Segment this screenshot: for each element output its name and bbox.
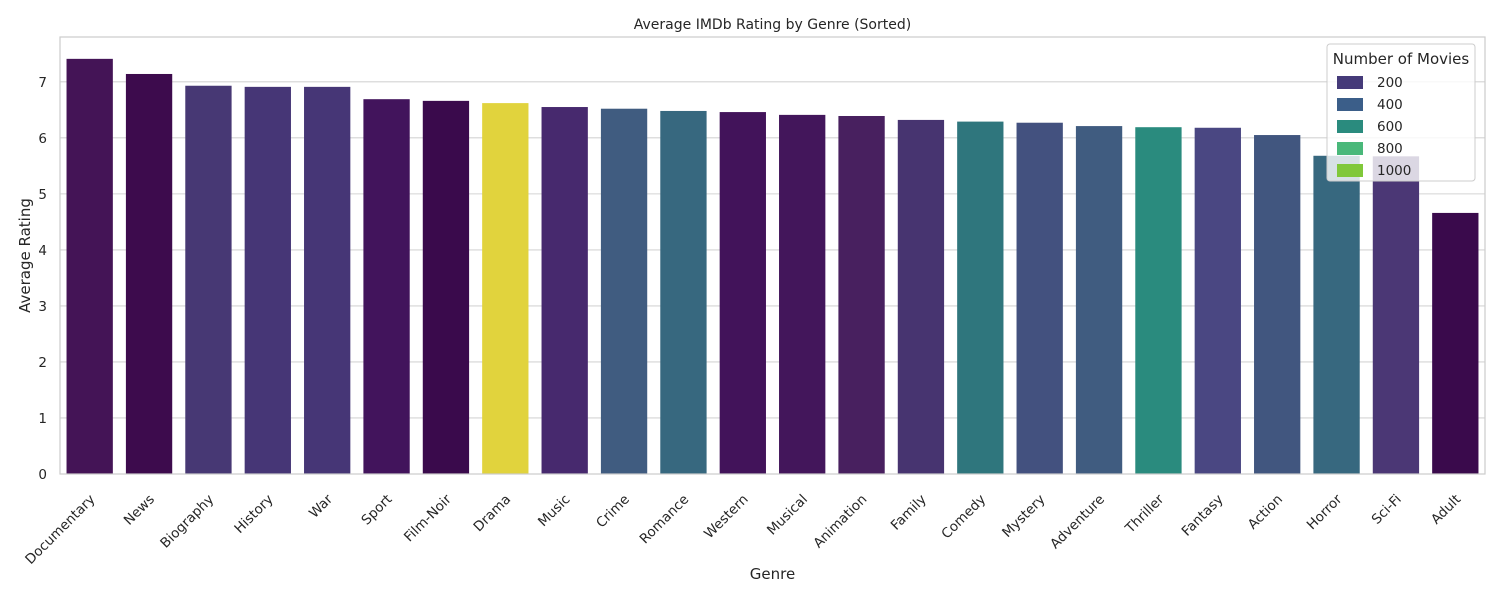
chart-title: Average IMDb Rating by Genre (Sorted) <box>634 17 911 33</box>
x-tick-label: Adventure <box>1047 492 1108 553</box>
legend-swatch <box>1337 120 1363 133</box>
legend-label: 200 <box>1377 75 1403 91</box>
bar <box>125 73 173 474</box>
legend-swatch <box>1337 98 1363 111</box>
x-tick-labels: Documentary News Biography History War Sport F… <box>22 491 1464 568</box>
plot-frame <box>59 36 1486 475</box>
x-tick-label: Crime <box>593 492 633 532</box>
y-tick-labels: 0 1 2 3 4 5 6 7 <box>38 75 47 483</box>
legend-swatch <box>1337 76 1363 89</box>
x-tick-label: Musical <box>764 492 811 539</box>
x-tick-label: Romance <box>637 492 693 548</box>
x-tick-label: Animation <box>810 492 870 552</box>
x-tick-label: Western <box>701 492 751 542</box>
y-tick-label: 4 <box>38 243 47 259</box>
legend-swatch <box>1337 142 1363 155</box>
bar <box>304 86 351 474</box>
bar <box>1432 212 1479 474</box>
bars <box>66 58 1479 475</box>
x-tick-label: Family <box>888 492 930 534</box>
bar <box>1313 155 1360 474</box>
y-tick-label: 3 <box>38 299 47 315</box>
bar <box>600 108 648 474</box>
bar <box>660 110 707 474</box>
x-tick-label: Documentary <box>22 492 98 568</box>
x-tick-label: Comedy <box>938 492 989 543</box>
x-tick-label: Music <box>535 492 573 530</box>
y-tick-label: 5 <box>38 187 47 203</box>
x-tick-label: History <box>231 492 276 537</box>
legend-label: 1000 <box>1377 163 1411 179</box>
legend-swatch <box>1337 164 1363 177</box>
gridlines <box>60 81 1485 475</box>
y-tick-label: 0 <box>38 467 47 483</box>
y-tick-label: 6 <box>38 131 47 147</box>
bar <box>1254 135 1301 475</box>
x-tick-label: War <box>306 491 336 521</box>
bar <box>897 119 945 475</box>
x-axis-label: Genre <box>750 565 795 583</box>
bar <box>185 85 232 474</box>
x-tick-label: Drama <box>471 492 515 536</box>
x-tick-label: Horror <box>1304 491 1346 533</box>
x-tick-label: Thriller <box>1122 491 1168 537</box>
y-tick-label: 7 <box>38 75 47 91</box>
legend-entries: 200 400 600 800 1000 <box>1337 75 1411 179</box>
legend-label: 800 <box>1377 141 1403 157</box>
y-tick-label: 1 <box>38 411 47 427</box>
x-tick-label: Biography <box>157 492 217 552</box>
bar <box>1016 122 1063 474</box>
bar <box>838 115 885 474</box>
legend-label: 400 <box>1377 97 1403 113</box>
bar <box>1372 156 1420 475</box>
bar <box>779 114 826 474</box>
x-tick-label: Film-Noir <box>401 491 455 545</box>
x-tick-label: Sci-Fi <box>1369 492 1405 528</box>
y-axis-label: Average Rating <box>16 198 34 313</box>
bar <box>1194 127 1241 474</box>
x-tick-label: Sport <box>358 492 395 529</box>
legend-box <box>1326 43 1476 182</box>
bar <box>66 58 113 474</box>
bar <box>541 107 588 475</box>
x-tick-label: News <box>121 492 158 529</box>
legend: Number of Movies 200 400 600 800 1000 <box>1326 43 1476 182</box>
bar <box>957 121 1004 474</box>
x-tick-label: Mystery <box>999 492 1048 541</box>
y-tick-label: 2 <box>38 355 47 371</box>
x-tick-label: Action <box>1245 492 1286 533</box>
bar <box>719 112 766 475</box>
bar <box>422 100 470 474</box>
bar <box>1135 127 1182 474</box>
bar <box>244 86 291 474</box>
legend-label: 600 <box>1377 119 1403 135</box>
bar <box>482 103 529 474</box>
bar <box>1075 126 1123 474</box>
bar <box>363 99 410 474</box>
legend-title: Number of Movies <box>1333 50 1470 68</box>
x-tick-label: Fantasy <box>1179 492 1227 540</box>
x-tick-label: Adult <box>1428 492 1464 528</box>
